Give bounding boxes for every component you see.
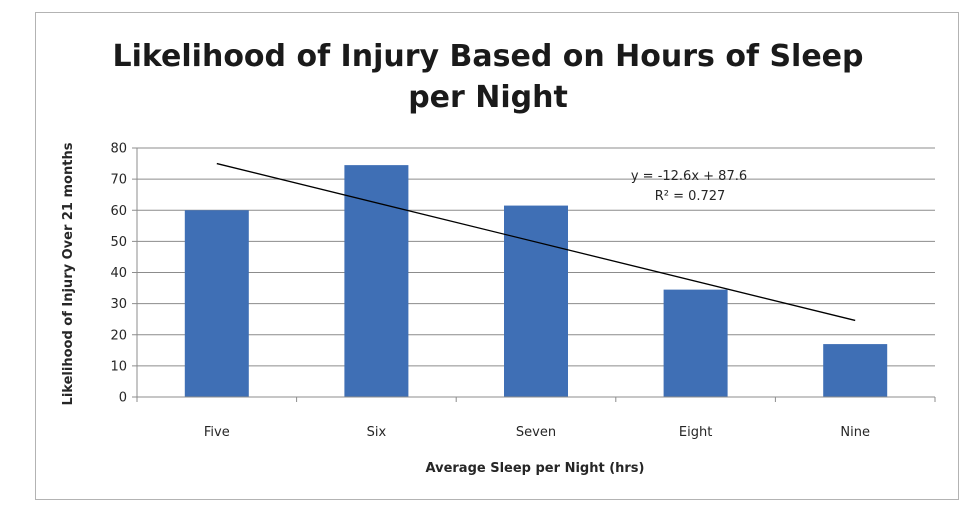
trendline-line bbox=[216, 162, 856, 322]
x-tick-label: Six bbox=[367, 425, 387, 440]
bars bbox=[184, 165, 888, 397]
x-tick-label: Seven bbox=[516, 425, 556, 440]
y-tick-label: 80 bbox=[110, 142, 127, 157]
x-tick-label: Eight bbox=[679, 425, 712, 440]
y-axis-title: Likelihood of Injury Over 21 months bbox=[61, 142, 76, 405]
x-tick-label: Nine bbox=[840, 425, 870, 440]
x-axis-title: Average Sleep per Night (hrs) bbox=[426, 461, 645, 476]
bar-seven bbox=[504, 205, 568, 397]
bar-eight bbox=[663, 289, 728, 397]
y-tick-label: 20 bbox=[110, 328, 127, 343]
y-tick-label: 60 bbox=[110, 204, 127, 219]
y-tick-label: 70 bbox=[110, 173, 127, 188]
y-tick-label: 10 bbox=[110, 359, 127, 374]
y-tick-label: 0 bbox=[119, 391, 127, 406]
chart-title: Likelihood of Injury Based on Hours of S… bbox=[113, 39, 864, 115]
trendline bbox=[216, 162, 856, 322]
bar-nine bbox=[823, 344, 888, 397]
y-tick-label: 30 bbox=[110, 297, 127, 312]
x-tick-label: Five bbox=[204, 425, 230, 440]
y-tick-label: 50 bbox=[110, 235, 127, 250]
axes: 0 10 20 30 40 50 60 70 80 Five Six Seven Eight Nine bbox=[110, 142, 936, 440]
chart-title-line-2: per Night bbox=[408, 80, 568, 115]
bar-six bbox=[344, 165, 409, 397]
y-tick-label: 40 bbox=[110, 266, 127, 281]
trendline-equation: y = -12.6x + 87.6 bbox=[631, 169, 747, 184]
bar-five bbox=[184, 210, 249, 397]
chart-title-line-1: Likelihood of Injury Based on Hours of S… bbox=[113, 39, 864, 74]
trendline-r2: R² = 0.727 bbox=[655, 189, 726, 204]
